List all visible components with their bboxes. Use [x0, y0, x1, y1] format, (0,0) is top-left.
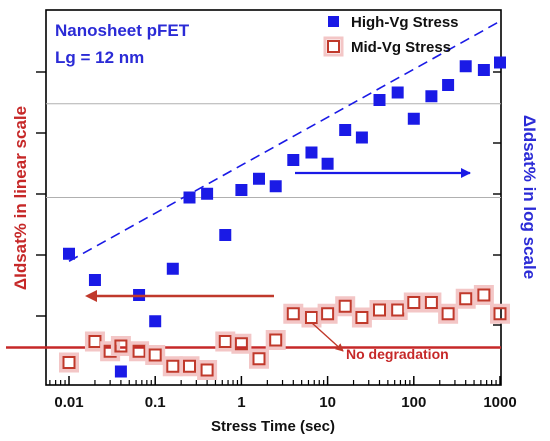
legend-marker-high-vg [328, 16, 339, 27]
no-degradation-label: No degradation [346, 346, 449, 362]
mid-vg-point [493, 307, 507, 321]
high-vg-point [63, 247, 75, 260]
high-vg-point [321, 157, 334, 170]
mid-vg-point-halo [455, 288, 476, 309]
mid-vg-point-halo [265, 330, 286, 350]
legend: High-Vg Stress Mid-Vg Stress [323, 14, 459, 57]
mid-vg-point [407, 296, 421, 309]
mid-vg-point-halo [369, 300, 390, 320]
high-vg-point [459, 60, 472, 73]
legend-label-mid-vg: Mid-Vg Stress [351, 39, 451, 56]
mid-vg-point-halo [231, 333, 252, 354]
x-tick-label: 0.1 [145, 394, 166, 411]
mid-vg-point-halo [197, 360, 218, 380]
mid-vg-point [321, 307, 335, 321]
series-high-vg [63, 56, 506, 378]
mid-vg-point-halo [473, 285, 494, 305]
mid-vg-point [391, 303, 405, 317]
mid-vg-point [114, 339, 128, 353]
high-vg-point [114, 365, 127, 378]
trend-line [68, 20, 501, 262]
high-vg-point [477, 64, 490, 76]
y-ticks [36, 71, 501, 326]
chart-subtitle: Lg = 12 nm [55, 48, 144, 67]
mid-vg-point-halo [248, 348, 269, 369]
high-vg-point [373, 94, 386, 106]
mid-vg-point [459, 292, 473, 306]
mid-vg-point [424, 296, 438, 309]
high-vg-point [442, 79, 455, 91]
mid-vg-point-halo [421, 292, 442, 313]
mid-vg-point [286, 307, 300, 321]
high-vg-point [269, 180, 282, 193]
legend-marker-mid-vg [327, 40, 340, 53]
mid-vg-point-halo [283, 303, 304, 324]
high-vg-point [149, 315, 162, 328]
x-tick-label: 1000 [483, 394, 516, 411]
high-vg-point [183, 191, 196, 204]
mid-vg-point [218, 335, 232, 348]
mid-vg-point [148, 348, 162, 362]
mid-vg-point [355, 311, 369, 324]
high-vg-point [166, 262, 179, 275]
no-degradation-pointer [311, 322, 344, 352]
mid-vg-point-halo [59, 352, 79, 373]
x-tick-label: 10 [319, 394, 336, 411]
y-axis-title-left: ΔIdsat% in linear scale [11, 106, 30, 290]
mid-vg-point [338, 299, 352, 313]
mid-vg-point [132, 344, 146, 358]
mid-vg-point [183, 359, 197, 373]
high-vg-point [88, 274, 101, 286]
chart-title: Nanosheet pFET [55, 21, 190, 40]
mid-vg-point [166, 359, 180, 373]
mid-vg-point [62, 356, 76, 369]
high-vg-point [355, 131, 368, 144]
mid-vg-point [88, 335, 102, 348]
x-axis-title: Stress Time (sec) [211, 418, 335, 435]
high-vg-point [219, 229, 232, 241]
mid-vg-point [200, 363, 214, 377]
legend-label-high-vg: High-Vg Stress [351, 14, 459, 31]
x-tick-label: 100 [401, 394, 426, 411]
high-vg-point [201, 187, 214, 200]
mid-vg-point-halo [438, 303, 459, 324]
high-vg-point [235, 184, 248, 196]
high-vg-point [252, 172, 265, 185]
high-vg-point [425, 90, 438, 103]
x-tick-label: 0.01 [54, 394, 83, 411]
mid-vg-point [252, 352, 266, 366]
high-vg-point [339, 124, 352, 136]
mid-vg-point [304, 311, 318, 324]
high-vg-point [287, 154, 300, 166]
mid-vg-point-halo [110, 336, 131, 356]
x-tick-label: 1 [237, 394, 245, 411]
mid-vg-point-halo [490, 303, 510, 324]
high-vg-point [391, 86, 404, 99]
mid-vg-point-halo [145, 345, 166, 365]
y-axis-title-right: ΔIdsat% in log scale [520, 115, 539, 279]
mid-vg-point [269, 333, 283, 347]
gridlines [46, 103, 501, 198]
mid-vg-point [234, 337, 248, 351]
high-vg-point [305, 146, 318, 159]
legend-marker-mid-vg-halo [323, 36, 344, 57]
high-vg-point [407, 112, 420, 125]
mid-vg-point-halo [335, 296, 356, 317]
mid-vg-point [477, 288, 491, 302]
mid-vg-point [372, 303, 386, 317]
x-ticks: 0.01 0.1 1 10 100 1000 [49, 376, 517, 411]
series-mid-vg [59, 285, 510, 380]
mid-vg-point [441, 307, 455, 321]
high-vg-point [494, 56, 506, 69]
